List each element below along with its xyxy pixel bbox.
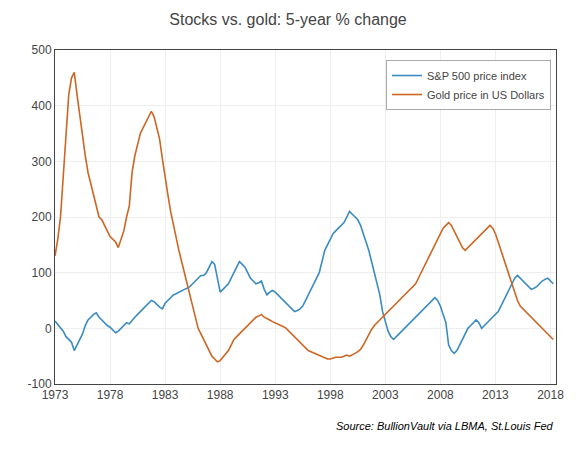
- svg-text:2003: 2003: [372, 388, 399, 402]
- svg-text:300: 300: [32, 155, 52, 169]
- svg-text:0: 0: [45, 322, 52, 336]
- svg-text:1973: 1973: [42, 388, 69, 402]
- svg-text:1988: 1988: [207, 388, 234, 402]
- svg-text:2018: 2018: [537, 388, 564, 402]
- svg-text:Stocks vs. gold: 5-year % chan: Stocks vs. gold: 5-year % change: [169, 11, 407, 28]
- svg-text:2013: 2013: [482, 388, 509, 402]
- svg-text:2008: 2008: [427, 388, 454, 402]
- svg-text:Gold price in US Dollars: Gold price in US Dollars: [427, 89, 545, 101]
- svg-text:S&P 500 price index: S&P 500 price index: [427, 70, 527, 82]
- svg-text:-100: -100: [28, 377, 52, 391]
- svg-text:200: 200: [32, 210, 52, 224]
- svg-text:1998: 1998: [317, 388, 344, 402]
- svg-text:100: 100: [32, 266, 52, 280]
- svg-text:400: 400: [32, 99, 52, 113]
- svg-text:1978: 1978: [97, 388, 124, 402]
- svg-text:Source: BullionVault via LBMA,: Source: BullionVault via LBMA, St.Louis …: [336, 420, 554, 432]
- svg-text:1993: 1993: [262, 388, 289, 402]
- svg-text:1983: 1983: [152, 388, 179, 402]
- svg-text:500: 500: [32, 43, 52, 57]
